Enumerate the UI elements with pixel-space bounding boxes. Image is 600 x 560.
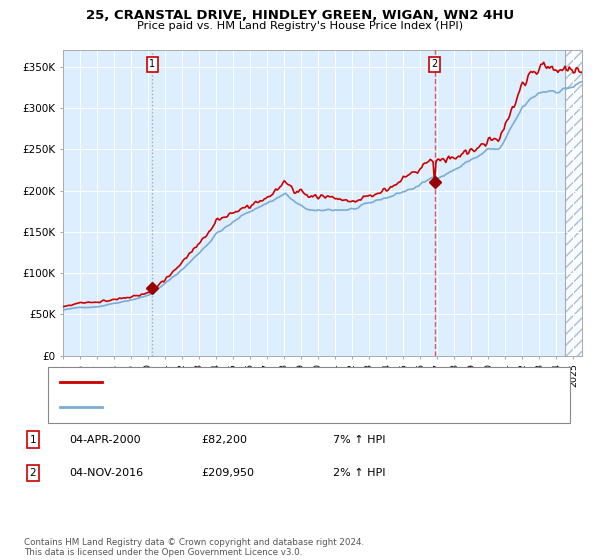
Text: £82,200: £82,200 <box>201 435 247 445</box>
Bar <box>565 50 600 356</box>
Text: 2: 2 <box>431 59 438 69</box>
Text: 1: 1 <box>149 59 155 69</box>
Text: £209,950: £209,950 <box>201 468 254 478</box>
Text: 2% ↑ HPI: 2% ↑ HPI <box>333 468 386 478</box>
Text: 04-NOV-2016: 04-NOV-2016 <box>69 468 143 478</box>
Text: 1: 1 <box>29 435 37 445</box>
Text: 7% ↑ HPI: 7% ↑ HPI <box>333 435 386 445</box>
Text: Price paid vs. HM Land Registry's House Price Index (HPI): Price paid vs. HM Land Registry's House … <box>137 21 463 31</box>
Text: 25, CRANSTAL DRIVE, HINDLEY GREEN, WIGAN, WN2 4HU (detached house): 25, CRANSTAL DRIVE, HINDLEY GREEN, WIGAN… <box>111 377 505 388</box>
Text: 04-APR-2000: 04-APR-2000 <box>69 435 140 445</box>
Text: 2: 2 <box>29 468 37 478</box>
Text: HPI: Average price, detached house, Wigan: HPI: Average price, detached house, Wiga… <box>111 402 337 412</box>
Text: 25, CRANSTAL DRIVE, HINDLEY GREEN, WIGAN, WN2 4HU: 25, CRANSTAL DRIVE, HINDLEY GREEN, WIGAN… <box>86 9 514 22</box>
Text: Contains HM Land Registry data © Crown copyright and database right 2024.
This d: Contains HM Land Registry data © Crown c… <box>24 538 364 557</box>
